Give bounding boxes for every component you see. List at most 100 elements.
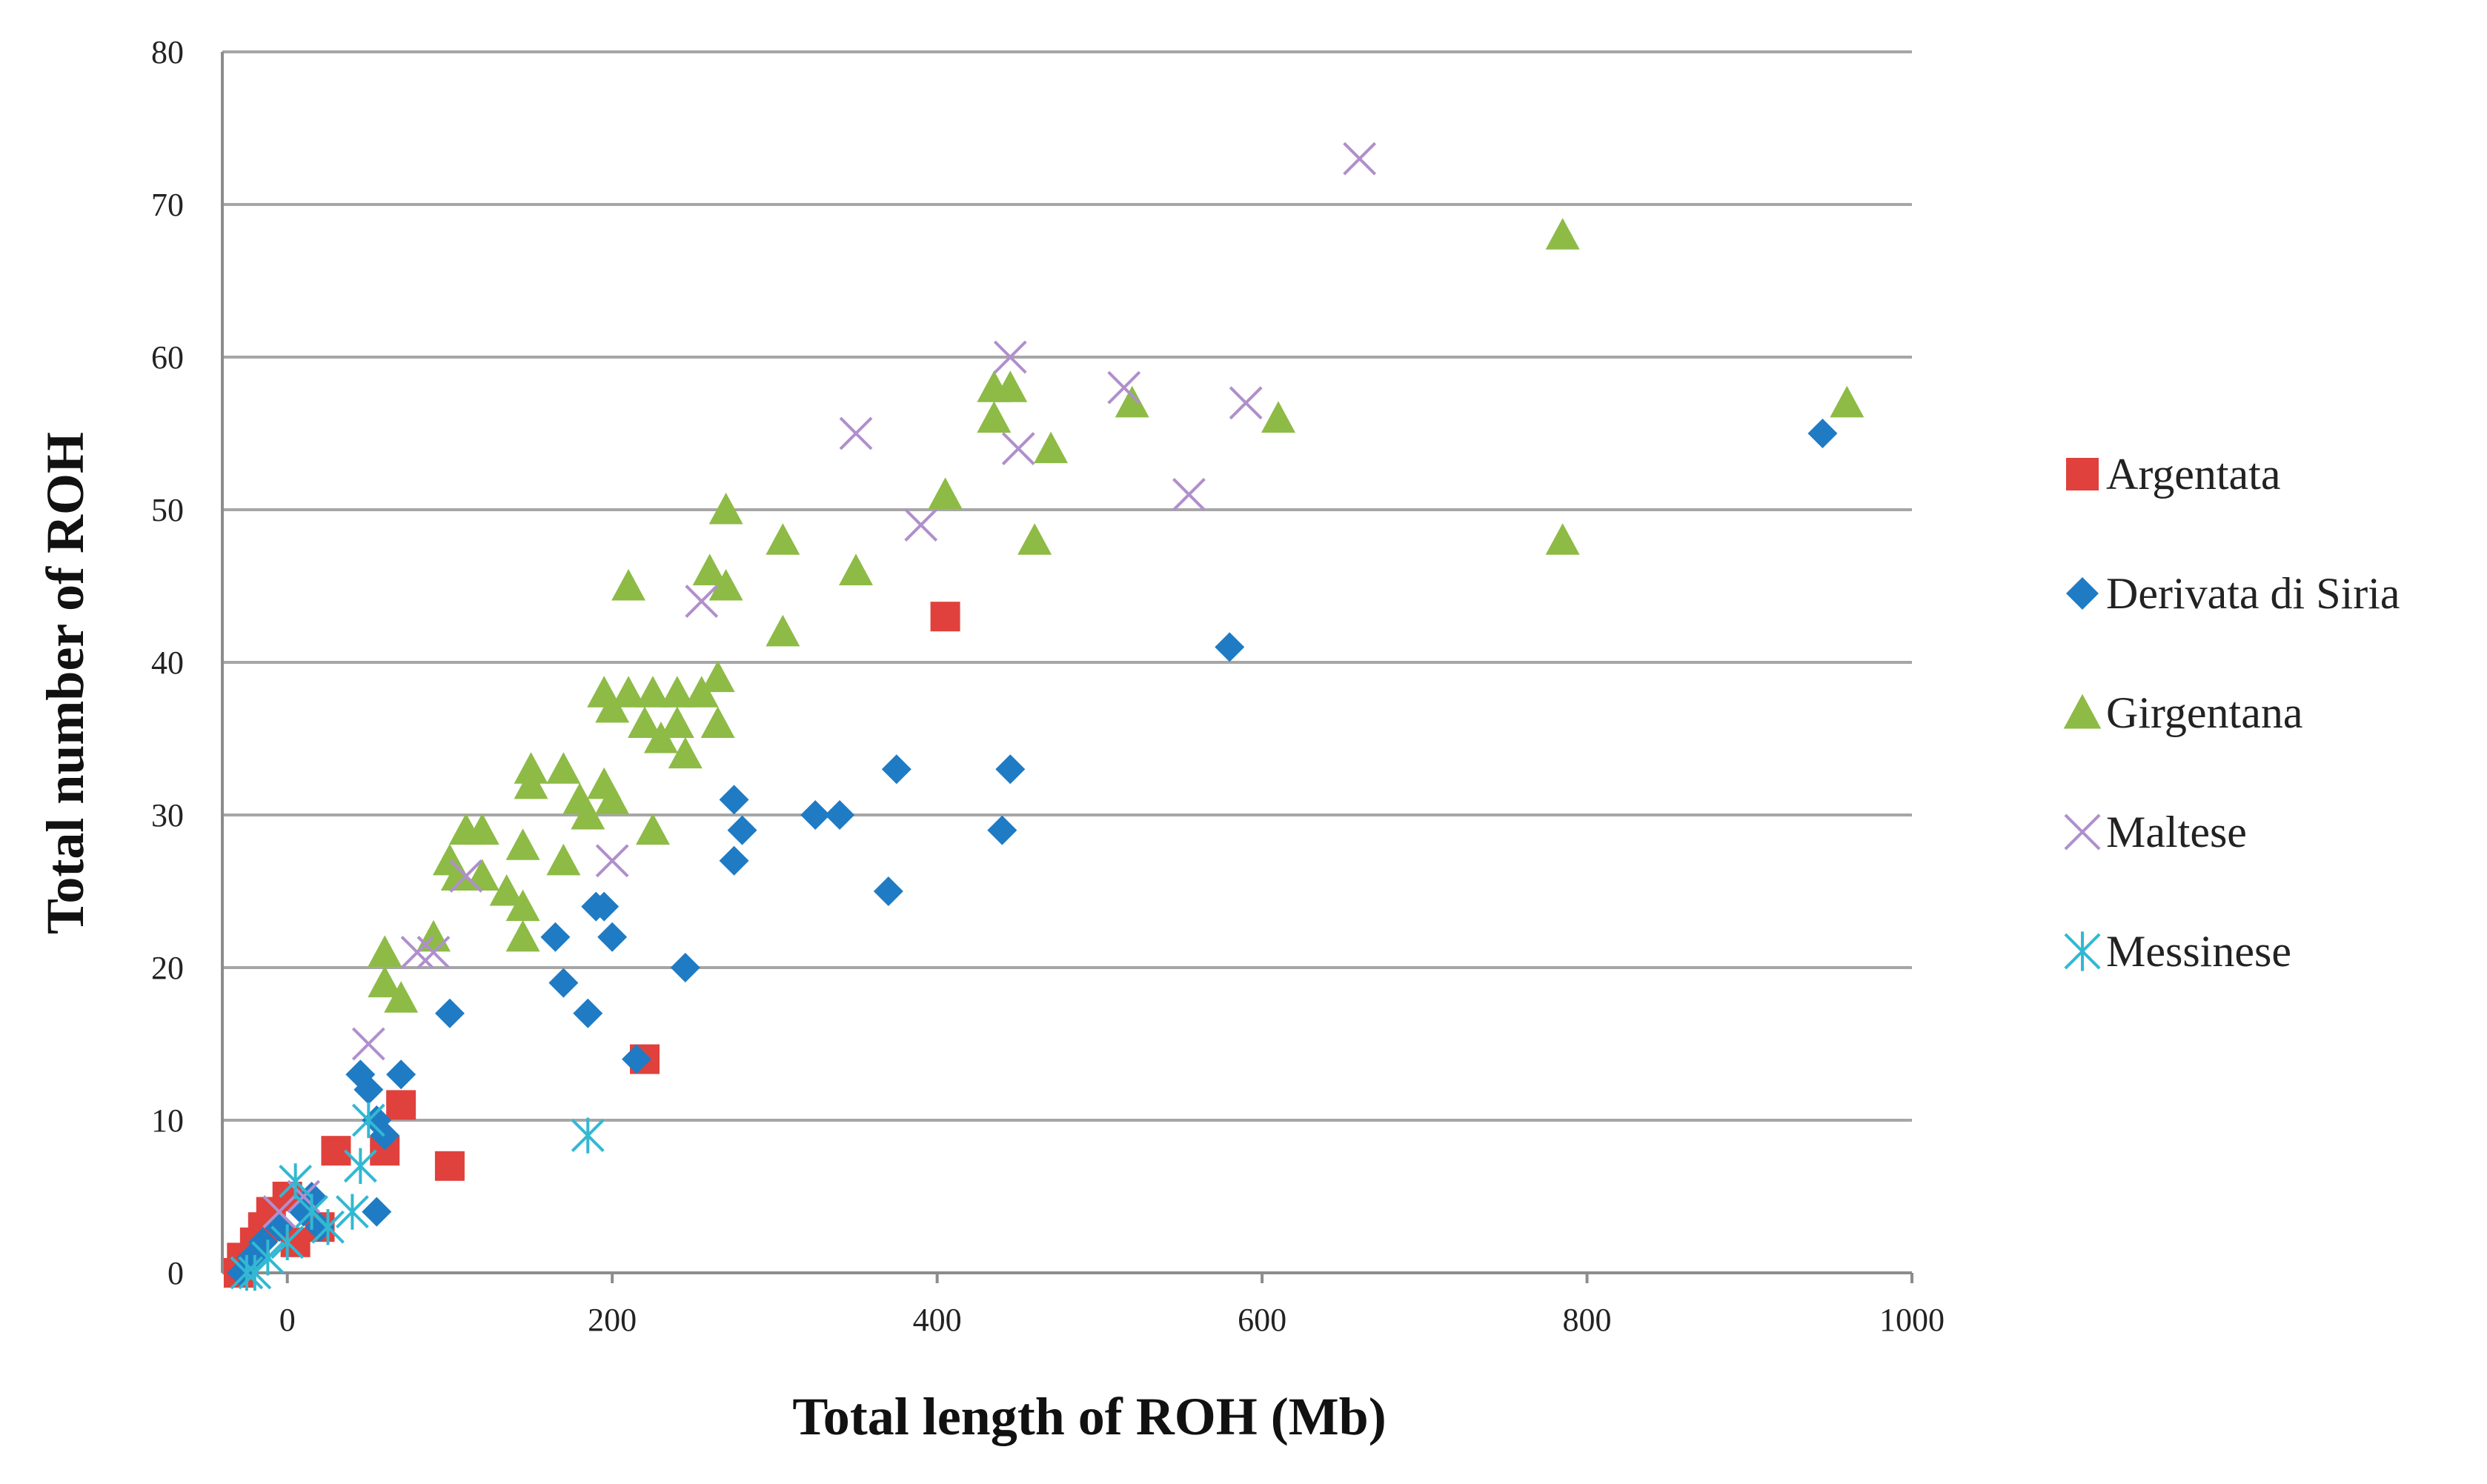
point-derivata-di-siria xyxy=(540,922,571,952)
data-points xyxy=(223,142,1865,1291)
point-girgentana xyxy=(839,553,873,585)
point-derivata-di-siria xyxy=(995,754,1026,785)
x-tick-labels: 0 200 400 600 800 1000 xyxy=(279,1302,1945,1338)
point-maltese xyxy=(1229,386,1263,420)
point-girgentana xyxy=(1034,431,1069,464)
legend-label-girgentana: Girgentana xyxy=(2106,688,2302,737)
point-derivata-di-siria xyxy=(573,998,603,1028)
point-maltese xyxy=(1172,477,1206,511)
y-tick-labels: 0 10 20 30 40 50 60 70 80 xyxy=(151,34,184,1291)
point-girgentana xyxy=(977,401,1012,433)
legend-label-derivata-di-siria: Derivata di Siria xyxy=(2106,569,2400,618)
point-girgentana xyxy=(660,706,694,738)
point-maltese xyxy=(1107,370,1141,405)
point-derivata-di-siria xyxy=(386,1059,416,1090)
point-girgentana xyxy=(595,782,630,814)
point-girgentana xyxy=(514,752,548,784)
point-girgentana xyxy=(1017,523,1052,555)
x-tick-label: 600 xyxy=(1238,1302,1286,1338)
point-girgentana xyxy=(546,843,581,876)
point-girgentana xyxy=(766,614,800,647)
point-messinese xyxy=(335,1194,369,1230)
point-girgentana xyxy=(668,736,703,769)
x-tick-label: 200 xyxy=(588,1302,637,1338)
point-messinese xyxy=(230,1254,264,1291)
y-tick-label: 20 xyxy=(151,950,184,986)
point-messinese xyxy=(250,1240,285,1276)
point-derivata-di-siria xyxy=(581,891,611,922)
point-derivata-di-siria xyxy=(670,953,700,982)
legend-marker-derivata-di-siria xyxy=(2066,577,2099,610)
point-girgentana xyxy=(708,493,743,525)
point-messinese xyxy=(279,1163,313,1199)
legend-label-argentata: Argentata xyxy=(2106,450,2280,499)
y-tick-label: 50 xyxy=(151,492,184,528)
point-argentata xyxy=(434,1151,465,1181)
point-maltese xyxy=(351,1027,385,1061)
point-maltese xyxy=(400,935,434,969)
point-maltese xyxy=(416,935,451,969)
point-derivata-di-siria xyxy=(353,1074,384,1105)
point-derivata-di-siria xyxy=(434,998,465,1028)
point-maltese xyxy=(839,416,873,450)
point-girgentana xyxy=(1545,218,1580,250)
point-maltese xyxy=(993,340,1027,374)
point-maltese xyxy=(904,508,938,542)
point-girgentana xyxy=(684,676,719,708)
y-tick-label: 10 xyxy=(151,1102,184,1139)
point-messinese xyxy=(351,1102,385,1139)
point-girgentana xyxy=(635,813,670,845)
point-derivata-di-siria xyxy=(1807,419,1838,448)
x-tick-label: 1000 xyxy=(1879,1302,1945,1338)
point-maltese xyxy=(685,585,719,619)
y-tick-label: 40 xyxy=(151,645,184,681)
legend-label-maltese: Maltese xyxy=(2106,808,2247,856)
y-tick-label: 30 xyxy=(151,797,184,833)
point-messinese xyxy=(238,1254,272,1291)
point-derivata-di-siria xyxy=(800,800,831,830)
y-tick-label: 0 xyxy=(167,1255,184,1291)
axes xyxy=(221,52,1913,1283)
point-derivata-di-siria xyxy=(622,1044,652,1074)
point-derivata-di-siria xyxy=(727,815,757,845)
point-maltese xyxy=(1343,142,1377,176)
point-derivata-di-siria xyxy=(719,845,749,876)
legend-marker-messinese xyxy=(2064,931,2101,971)
point-derivata-di-siria xyxy=(597,922,628,952)
point-girgentana xyxy=(489,874,524,906)
point-girgentana xyxy=(562,782,597,814)
y-tick-label: 60 xyxy=(151,339,184,376)
point-derivata-di-siria xyxy=(881,754,912,785)
point-derivata-di-siria xyxy=(548,968,579,998)
point-argentata xyxy=(930,602,960,632)
point-girgentana xyxy=(1261,401,1295,433)
point-derivata-di-siria xyxy=(987,815,1017,845)
point-girgentana xyxy=(1545,523,1580,555)
point-girgentana xyxy=(928,477,963,509)
x-tick-label: 400 xyxy=(913,1302,962,1338)
point-girgentana xyxy=(628,706,662,738)
legend-label-messinese: Messinese xyxy=(2106,927,2291,976)
point-argentata xyxy=(386,1090,416,1120)
x-tick-label: 800 xyxy=(1563,1302,1612,1338)
point-girgentana xyxy=(611,676,646,708)
point-girgentana xyxy=(587,676,622,708)
point-girgentana xyxy=(546,752,581,784)
point-girgentana xyxy=(700,660,735,693)
point-girgentana xyxy=(635,676,670,708)
legend-marker-argentata xyxy=(2066,458,2099,490)
y-axis-title: Total number of ROH xyxy=(36,432,95,934)
point-derivata-di-siria xyxy=(719,785,749,815)
point-maltese xyxy=(262,1195,296,1229)
point-derivata-di-siria xyxy=(362,1197,392,1227)
point-girgentana xyxy=(766,523,800,555)
point-girgentana xyxy=(700,706,735,738)
point-messinese xyxy=(270,1224,305,1260)
point-girgentana xyxy=(368,965,402,998)
point-girgentana xyxy=(611,569,646,601)
point-girgentana xyxy=(1115,385,1149,418)
point-derivata-di-siria xyxy=(873,876,903,906)
point-girgentana xyxy=(448,813,483,845)
point-girgentana xyxy=(505,828,540,860)
